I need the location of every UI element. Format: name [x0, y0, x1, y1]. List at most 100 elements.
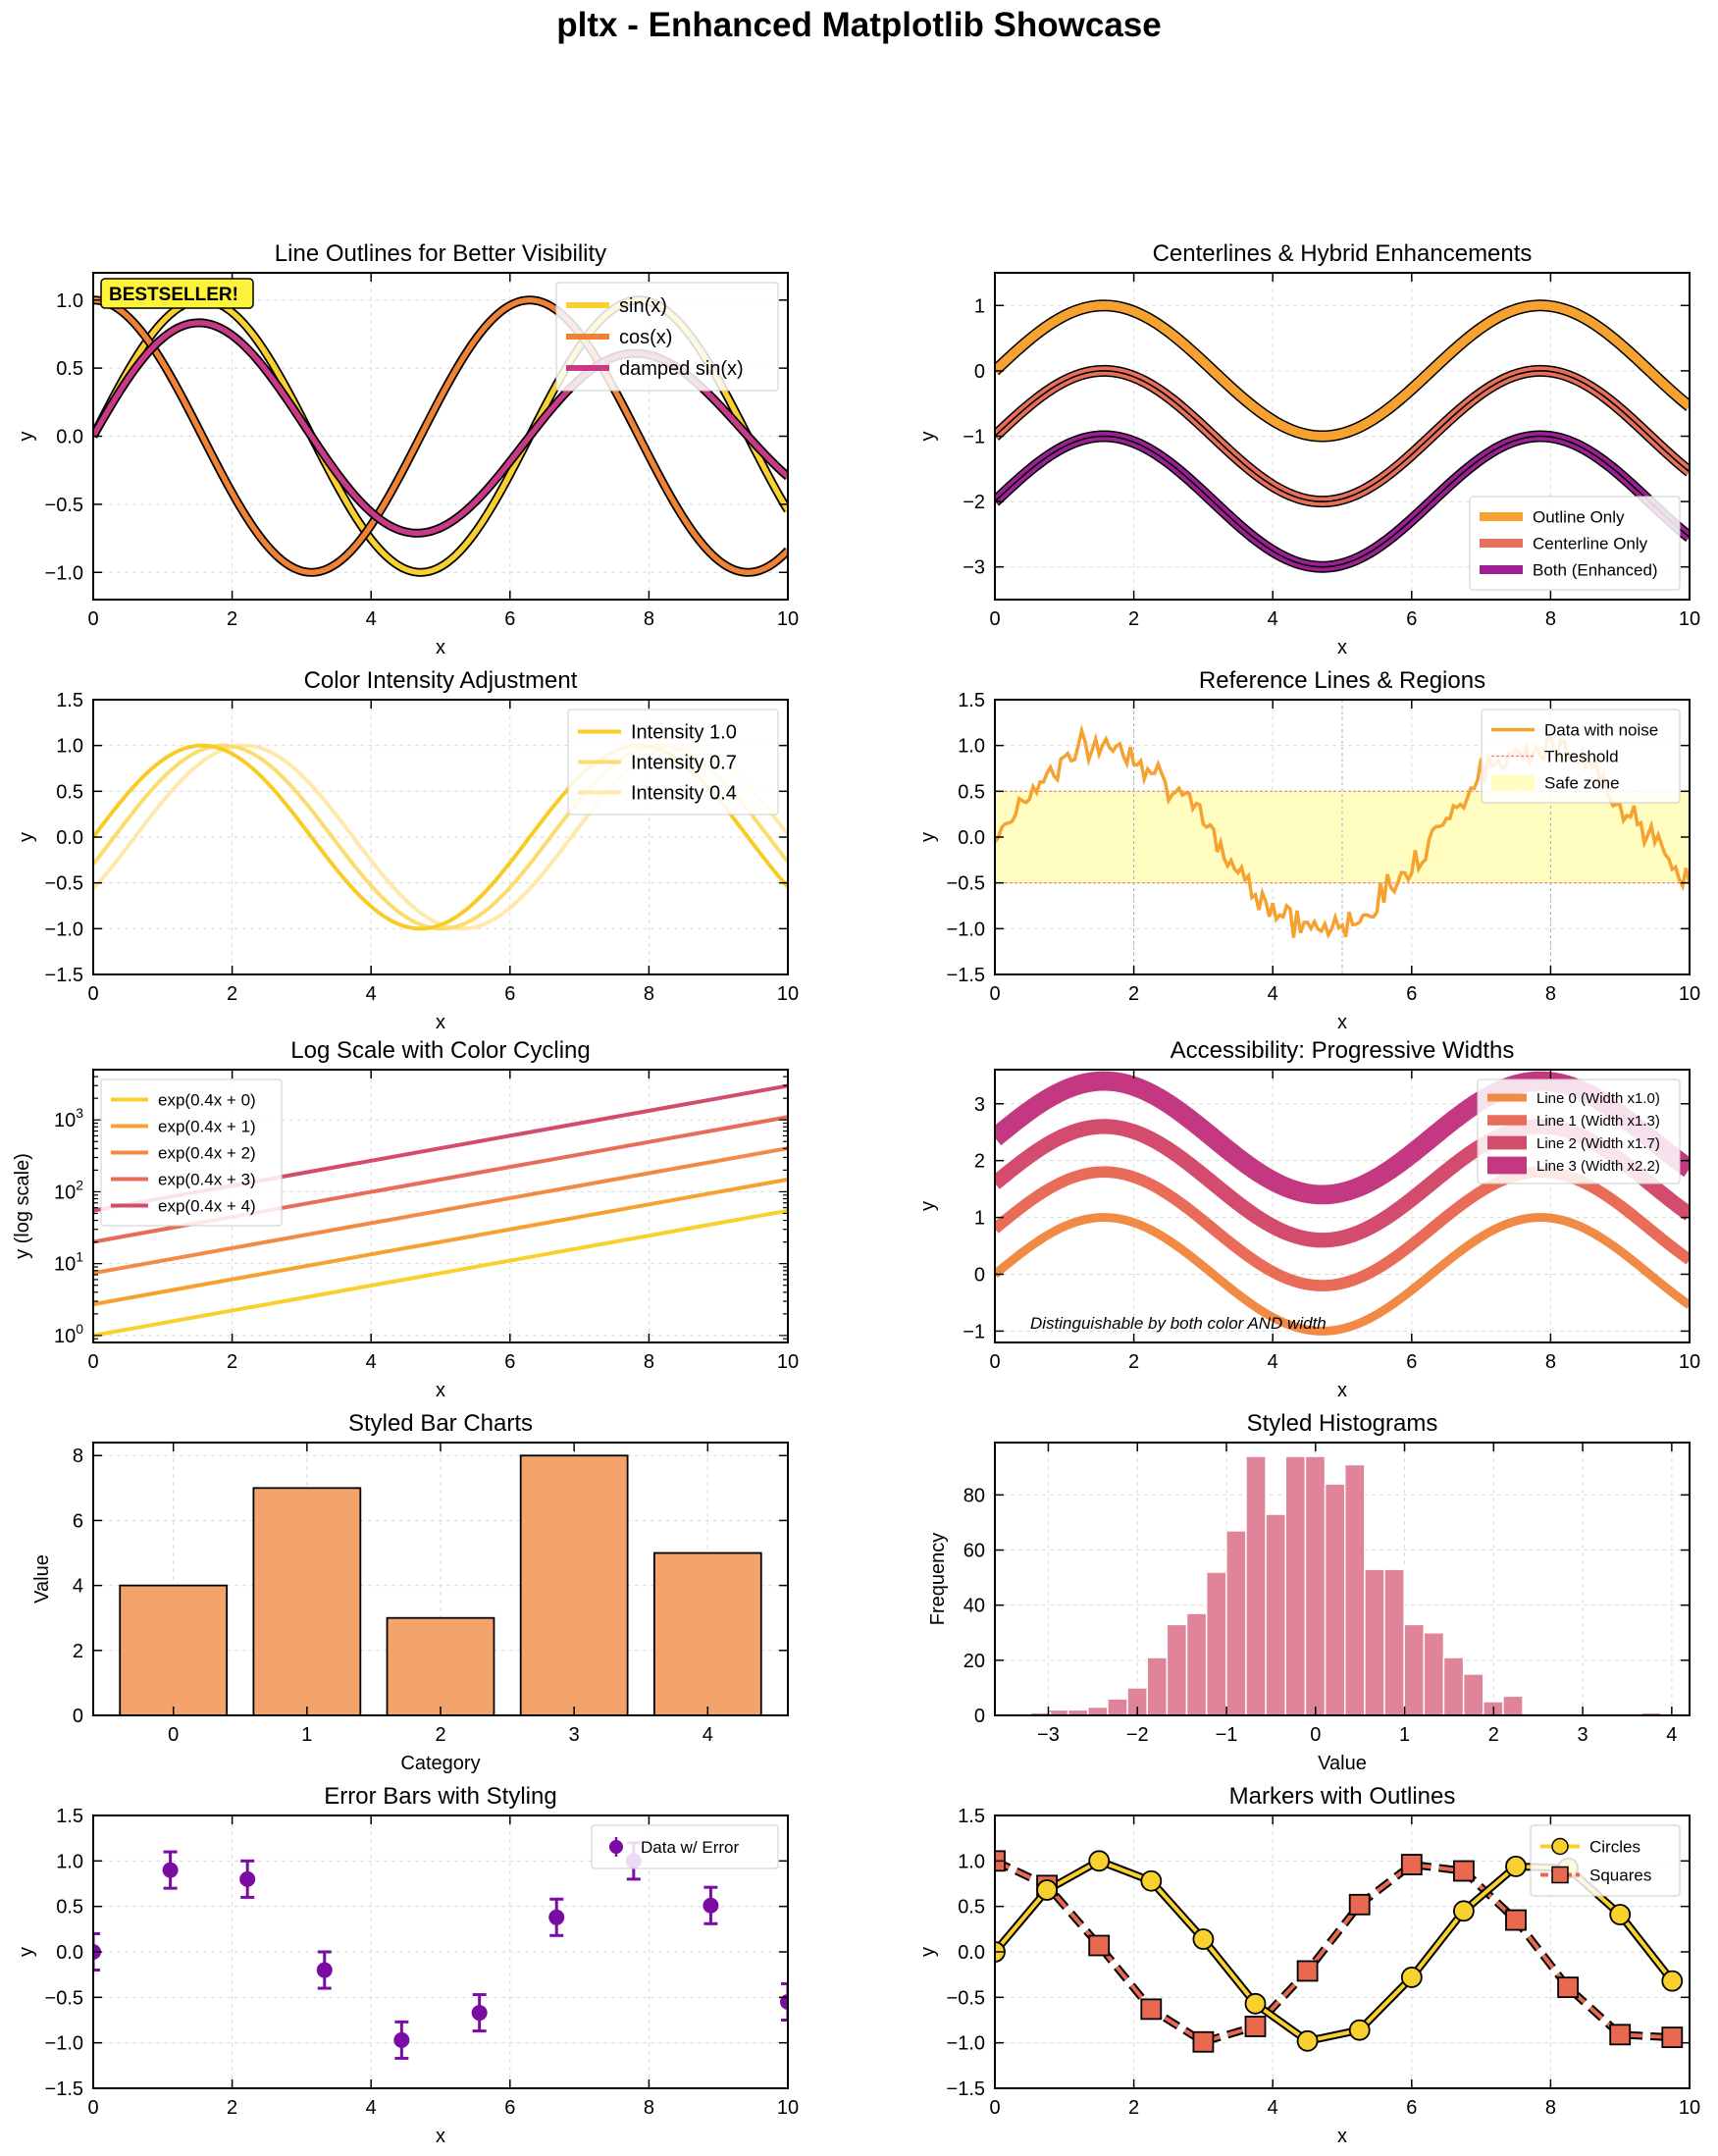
axes-title: Accessibility: Progressive Widths	[1171, 1037, 1515, 1064]
circle-marker	[1661, 1970, 1684, 1992]
x-tick-label: 10	[1679, 983, 1700, 1005]
x-tick-label: 0	[87, 2097, 98, 2119]
p2-plot-area	[995, 273, 1690, 600]
bar	[519, 1454, 629, 1715]
histogram-bar	[1185, 1612, 1208, 1715]
x-tick-label: −1	[1216, 1724, 1238, 1746]
x-tick-label: 10	[777, 608, 799, 630]
y-tick-label: 1	[974, 295, 985, 317]
y-tick-label: 4	[73, 1576, 83, 1598]
y-tick-label: 0.5	[56, 358, 83, 380]
series-line-1	[93, 297, 788, 576]
axes-frame	[994, 1069, 1691, 1343]
y-tick-label: −1.0	[45, 562, 83, 584]
legend-label: Data with noise	[1544, 720, 1658, 739]
data-point	[239, 1870, 256, 1887]
series-line-0	[93, 1208, 788, 1338]
x-tick-label: 10	[777, 983, 799, 1005]
legend: Line 0 (Width x1.0) Line 1 (Width x1.3) Li…	[1477, 1078, 1681, 1184]
y-axis-label: y	[16, 832, 37, 842]
y-tick-label: −0.5	[45, 1987, 83, 2009]
x-tick-label: 2	[1128, 608, 1139, 630]
legend-label: Circles	[1589, 1837, 1640, 1856]
legend-marker	[1551, 1866, 1569, 1884]
x-tick-label: 8	[644, 983, 654, 1005]
y-tick-label: 1.0	[958, 736, 985, 758]
legend-label: Intensity 1.0	[631, 722, 737, 744]
legend-label: Outline Only	[1533, 507, 1625, 526]
y-tick-label: −1.5	[45, 965, 83, 986]
x-tick-label: 2	[1488, 1724, 1499, 1746]
x-axis-label: x	[1337, 1380, 1347, 1401]
legend: sin(x) cos(x) damped sin(x)	[555, 282, 779, 392]
data-point	[316, 1962, 333, 1978]
square-marker	[1400, 1854, 1423, 1875]
y-tick-label: 0.0	[56, 1942, 83, 1964]
y-tick-label: 80	[963, 1485, 985, 1506]
axes-frame	[92, 1069, 789, 1343]
square-marker	[1453, 1860, 1475, 1882]
y-tick-label: 1.0	[56, 1851, 83, 1872]
circle-marker	[1192, 1928, 1215, 1950]
y-tick-label: 103	[54, 1105, 83, 1131]
y-axis-label: y (log scale)	[12, 1153, 33, 1259]
series-line-0	[995, 300, 1690, 441]
badge-text: BESTSELLER!	[109, 285, 238, 305]
circle-marker	[1453, 1900, 1475, 1922]
legend-label: Line 0 (Width x1.0)	[1536, 1090, 1660, 1107]
axes-title: Markers with Outlines	[1229, 1783, 1456, 1810]
x-tick-label: 10	[1679, 1351, 1700, 1373]
data-point	[703, 1897, 719, 1914]
legend-label: Squares	[1589, 1866, 1651, 1884]
y-tick-label: 0.0	[958, 827, 985, 849]
x-tick-label: 4	[366, 983, 377, 1005]
axes-title: Reference Lines & Regions	[1199, 667, 1485, 694]
legend-marker	[1551, 1837, 1569, 1856]
x-tick-label: −3	[1037, 1724, 1060, 1746]
x-tick-label: 2	[1128, 983, 1139, 1005]
x-tick-label: 6	[1406, 983, 1417, 1005]
legend-label: Line 2 (Width x1.7)	[1536, 1135, 1660, 1152]
y-tick-label: 40	[963, 1596, 985, 1617]
legend: Outline Only Centerline Only Both (Enhance…	[1469, 496, 1681, 591]
x-tick-label: 4	[1268, 2097, 1278, 2119]
legend-label: Threshold	[1544, 747, 1619, 765]
y-tick-label: 1.0	[56, 290, 83, 312]
histogram-bar	[1265, 1513, 1287, 1715]
p5-plot-area	[93, 1070, 788, 1342]
square-marker	[1609, 2024, 1632, 2046]
y-tick-label: −0.5	[45, 873, 83, 895]
y-axis-label: Value	[31, 1554, 53, 1604]
square-marker	[1296, 1960, 1319, 1982]
y-tick-label: −1.5	[947, 2078, 985, 2100]
histogram-bar	[1502, 1695, 1524, 1715]
series-centerline-1	[995, 370, 1690, 502]
x-tick-label: 2	[1128, 1351, 1139, 1373]
y-tick-label: −2	[963, 492, 985, 513]
x-tick-label: 10	[1679, 608, 1700, 630]
legend-frame	[1477, 1078, 1681, 1184]
x-tick-label: 8	[1545, 983, 1556, 1005]
y-tick-label: −1	[963, 427, 985, 448]
x-tick-label: 8	[1545, 1351, 1556, 1373]
bar	[119, 1584, 229, 1715]
y-tick-label: −3	[963, 557, 985, 579]
y-tick-label: 0.5	[56, 1897, 83, 1919]
y-tick-label: 1.5	[56, 1806, 83, 1827]
bestseller-badge: BESTSELLER!	[100, 278, 254, 309]
square-marker	[1244, 2016, 1267, 2037]
x-tick-label: 4	[1268, 1351, 1278, 1373]
legend-label: exp(0.4x + 0)	[158, 1090, 256, 1109]
legend-label: Line 3 (Width x2.2)	[1536, 1158, 1660, 1175]
legend-label: damped sin(x)	[619, 358, 744, 380]
histogram-bar	[1462, 1673, 1484, 1715]
p7-panel: 0 1 2 3 4 0 2 4 6 8 Styled Bar Charts Category Value	[31, 1410, 789, 1774]
histogram-bar	[1383, 1568, 1405, 1715]
p7-plot-area	[93, 1443, 788, 1715]
x-tick-label: 6	[504, 1351, 515, 1373]
y-tick-label: 1	[974, 1208, 985, 1230]
y-tick-label: 0.5	[56, 781, 83, 803]
x-tick-label: 2	[1128, 2097, 1139, 2119]
legend: Data with noise Threshold Safe zone	[1481, 709, 1681, 804]
